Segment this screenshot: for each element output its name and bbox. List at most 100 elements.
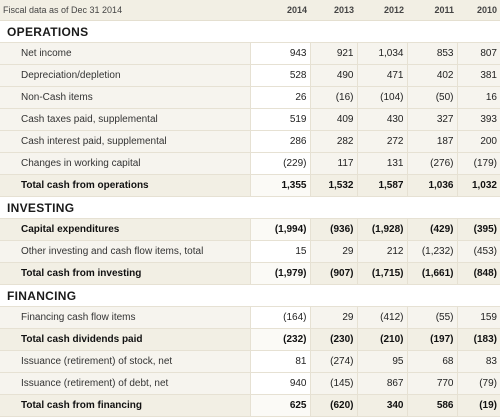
row-label: Non-Cash items [0,86,250,109]
value-cell: (1,232) [406,240,457,263]
value-cell: 490 [309,64,357,87]
table-row: Issuance (retirement) of stock, net 81 (27… [0,350,500,373]
table-row: Net income 943 921 1,034 853 807 [0,42,500,65]
table-row: Changes in working capital (229) 117 131 (27… [0,152,500,175]
table-row: Financing cash flow items (164) 29 (412) (55… [0,306,500,329]
total-row: Total cash from financing 625 (620) 340 586(… [0,394,500,417]
total-row: Total cash from operations 1,355 1,532 1,58… [0,174,500,197]
value-cell: (183) [456,328,500,351]
value-cell: 586 [406,394,457,417]
table-row: Other investing and cash flow items, tot… [0,240,500,263]
value-cell: (19) [456,394,500,417]
value-cell: (210) [356,328,407,351]
value-cell: 26 [249,86,310,109]
total-row: Total cash from investing (1,979) (907) (1,… [0,262,500,285]
value-cell: 272 [356,130,407,153]
row-label: Total cash from investing [0,262,250,285]
value-cell: 519 [249,108,310,131]
value-cell: (50) [406,86,457,109]
value-cell: (164) [249,306,310,329]
row-label: Total cash from financing [0,394,250,417]
row-label: Financing cash flow items [0,306,250,329]
value-cell: 393 [456,108,500,131]
row-label: Other investing and cash flow items, tot… [0,240,250,263]
row-label: Depreciation/depletion [0,64,250,87]
value-cell: 940 [249,372,310,395]
total-row: Total cash dividends paid (232) (230) (210)… [0,328,500,351]
value-cell: 528 [249,64,310,87]
value-cell: 187 [406,130,457,153]
value-cell: 1,355 [249,174,310,197]
value-cell: 29 [309,240,357,263]
table-row: Cash taxes paid, supplemental 519 409 430 32… [0,108,500,131]
value-cell: (848) [456,262,500,285]
value-cell: 1,532 [309,174,357,197]
value-cell: 159 [456,306,500,329]
value-cell: 282 [309,130,357,153]
row-label: Cash interest paid, supplemental [0,130,250,153]
table-row: Non-Cash items 26 (16) (104) (50) 16 [0,86,500,109]
value-cell: (276) [406,152,457,175]
value-cell: 81 [249,350,310,373]
row-label: Net income [0,42,250,65]
table-row: Depreciation/depletion 528 490 471 402 381 [0,64,500,87]
value-cell: 327 [406,108,457,131]
value-cell: 1,034 [356,42,407,65]
value-cell: (620) [309,394,357,417]
section-title: INVESTING [0,196,500,219]
value-cell: (412) [356,306,407,329]
row-label: Capital expenditures [0,218,250,241]
value-cell: (1,715) [356,262,407,285]
value-cell: 943 [249,42,310,65]
value-cell: 68 [406,350,457,373]
value-cell: 83 [456,350,500,373]
value-cell: (429) [406,218,457,241]
table-row: Issuance (retirement) of debt, net 940 (14… [0,372,500,395]
value-cell: (179) [456,152,500,175]
value-cell: (232) [249,328,310,351]
value-cell: (936) [309,218,357,241]
value-cell: (16) [309,86,357,109]
value-cell: 286 [249,130,310,153]
value-cell: 807 [456,42,500,65]
section-heading-row: OPERATIONS [0,20,500,43]
value-cell: (907) [309,262,357,285]
value-cell: (230) [309,328,357,351]
value-cell: 409 [309,108,357,131]
row-label: Total cash dividends paid [0,328,250,351]
value-cell: 95 [356,350,407,373]
section-title: FINANCING [0,284,500,307]
table-row: Cash interest paid, supplemental 286 282 27… [0,130,500,153]
value-cell: 1,587 [356,174,407,197]
row-label: Changes in working capital [0,152,250,175]
value-cell: (229) [249,152,310,175]
value-cell: (104) [356,86,407,109]
value-cell: 131 [356,152,407,175]
year-header: 2011 [407,0,457,21]
value-cell: (79) [456,372,500,395]
value-cell: 402 [406,64,457,87]
year-header: 2012 [357,0,407,21]
value-cell: 16 [456,86,500,109]
value-cell: 625 [249,394,310,417]
fiscal-date-label: Fiscal data as of Dec 31 2014 [0,0,250,21]
value-cell: (1,994) [249,218,310,241]
value-cell: 921 [309,42,357,65]
value-cell: 430 [356,108,407,131]
value-cell: 340 [356,394,407,417]
value-cell: (197) [406,328,457,351]
value-cell: (145) [309,372,357,395]
row-label: Issuance (retirement) of stock, net [0,350,250,373]
value-cell: (274) [309,350,357,373]
value-cell: (453) [456,240,500,263]
value-cell: 117 [309,152,357,175]
value-cell: 770 [406,372,457,395]
row-label: Issuance (retirement) of debt, net [0,372,250,395]
section-heading-row: FINANCING [0,284,500,307]
value-cell: (1,661) [406,262,457,285]
value-cell: (395) [456,218,500,241]
section-title: OPERATIONS [0,20,500,43]
value-cell: 853 [406,42,457,65]
